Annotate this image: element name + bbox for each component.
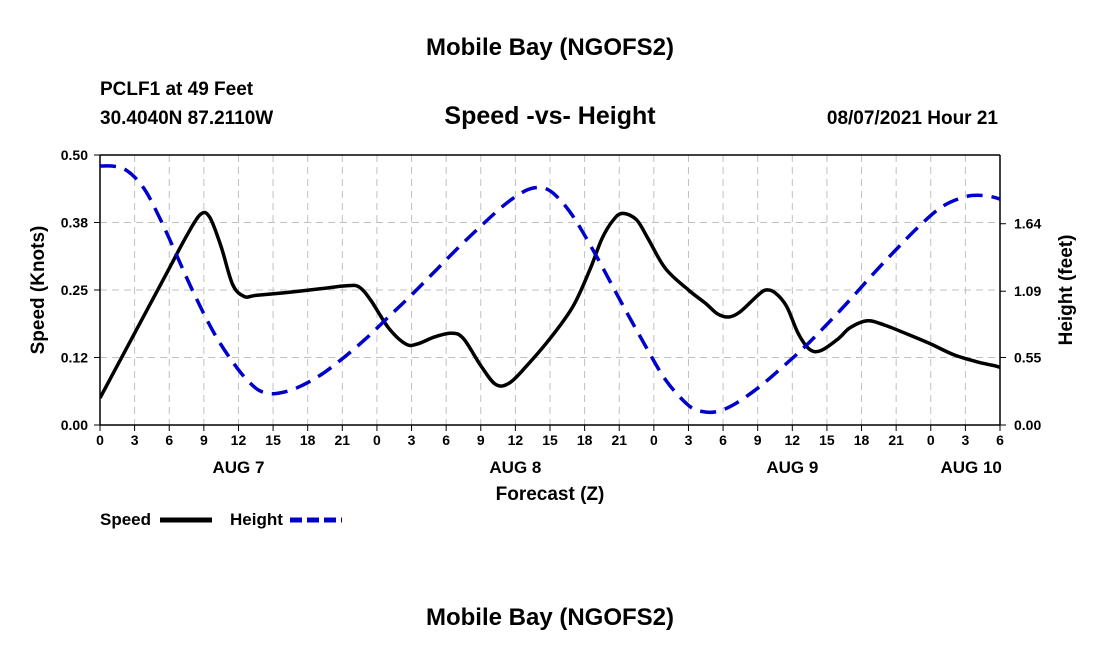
- x-tick-label: 18: [577, 432, 593, 448]
- day-label: AUG 7: [212, 458, 264, 477]
- day-label: AUG 9: [766, 458, 818, 477]
- y-left-tick-label: 0.38: [61, 215, 88, 231]
- axes: 0 3 6 9 12 15 18 21 0 3 6 9 12 15 18 21 0 3 6 9 12 15 18 21 0 3 60…: [61, 147, 1042, 477]
- x-tick-label: 0: [373, 432, 381, 448]
- x-tick-label: 12: [508, 432, 524, 448]
- x-tick-label: 12: [231, 432, 247, 448]
- series-lines: [100, 164, 1000, 415]
- x-tick-label: 3: [961, 432, 969, 448]
- x-tick-label: 6: [165, 432, 173, 448]
- series-speed-line: [100, 210, 1000, 399]
- page-title: Mobile Bay (NGOFS2): [426, 34, 674, 61]
- y-left-tick-label: 0.50: [61, 147, 88, 163]
- x-axis-label: Forecast (Z): [496, 484, 605, 505]
- x-tick-label: 6: [719, 432, 727, 448]
- x-tick-label: 3: [408, 432, 416, 448]
- y-axis-right-label: Height (feet): [1056, 235, 1077, 346]
- x-tick-label: 0: [650, 432, 658, 448]
- station-coordinates: 30.4040N 87.2110W: [100, 108, 273, 129]
- x-tick-label: 21: [335, 432, 351, 448]
- y-right-tick-label: 0.55: [1014, 350, 1041, 366]
- y-right-tick-label: 1.09: [1014, 283, 1041, 299]
- x-tick-label: 3: [685, 432, 693, 448]
- x-tick-label: 3: [131, 432, 139, 448]
- x-tick-label: 15: [265, 432, 281, 448]
- x-tick-label: 9: [477, 432, 485, 448]
- x-tick-label: 9: [754, 432, 762, 448]
- forecast-timestamp: 08/07/2021 Hour 21: [827, 108, 999, 129]
- x-tick-label: 18: [300, 432, 316, 448]
- station-name: PCLF1 at 49 Feet: [100, 79, 254, 100]
- y-right-tick-label: 0.00: [1014, 417, 1041, 433]
- legend-height-label: Height: [230, 510, 283, 529]
- chart-title: Speed -vs- Height: [444, 102, 656, 130]
- grid-lines: [100, 155, 1000, 425]
- series-height-line: [100, 164, 1000, 415]
- legend: Speed Height: [100, 510, 342, 529]
- y-axis-left-label: Speed (Knots): [28, 226, 49, 355]
- y-left-tick-label: 0.25: [61, 282, 88, 298]
- x-tick-label: 21: [888, 432, 904, 448]
- y-right-tick-label: 1.64: [1014, 216, 1041, 232]
- y-left-tick-label: 0.12: [61, 350, 88, 366]
- footer-title: Mobile Bay (NGOFS2): [426, 604, 674, 631]
- x-tick-label: 6: [442, 432, 450, 448]
- x-tick-label: 15: [819, 432, 835, 448]
- x-tick-label: 0: [96, 432, 104, 448]
- day-label: AUG 10: [940, 458, 1001, 477]
- day-label: AUG 8: [489, 458, 541, 477]
- x-tick-label: 6: [996, 432, 1004, 448]
- x-tick-label: 21: [611, 432, 627, 448]
- y-left-tick-label: 0.00: [61, 417, 88, 433]
- legend-speed-label: Speed: [100, 510, 151, 529]
- x-tick-label: 9: [200, 432, 208, 448]
- x-tick-label: 15: [542, 432, 558, 448]
- x-tick-label: 12: [785, 432, 801, 448]
- x-tick-label: 18: [854, 432, 870, 448]
- x-tick-label: 0: [927, 432, 935, 448]
